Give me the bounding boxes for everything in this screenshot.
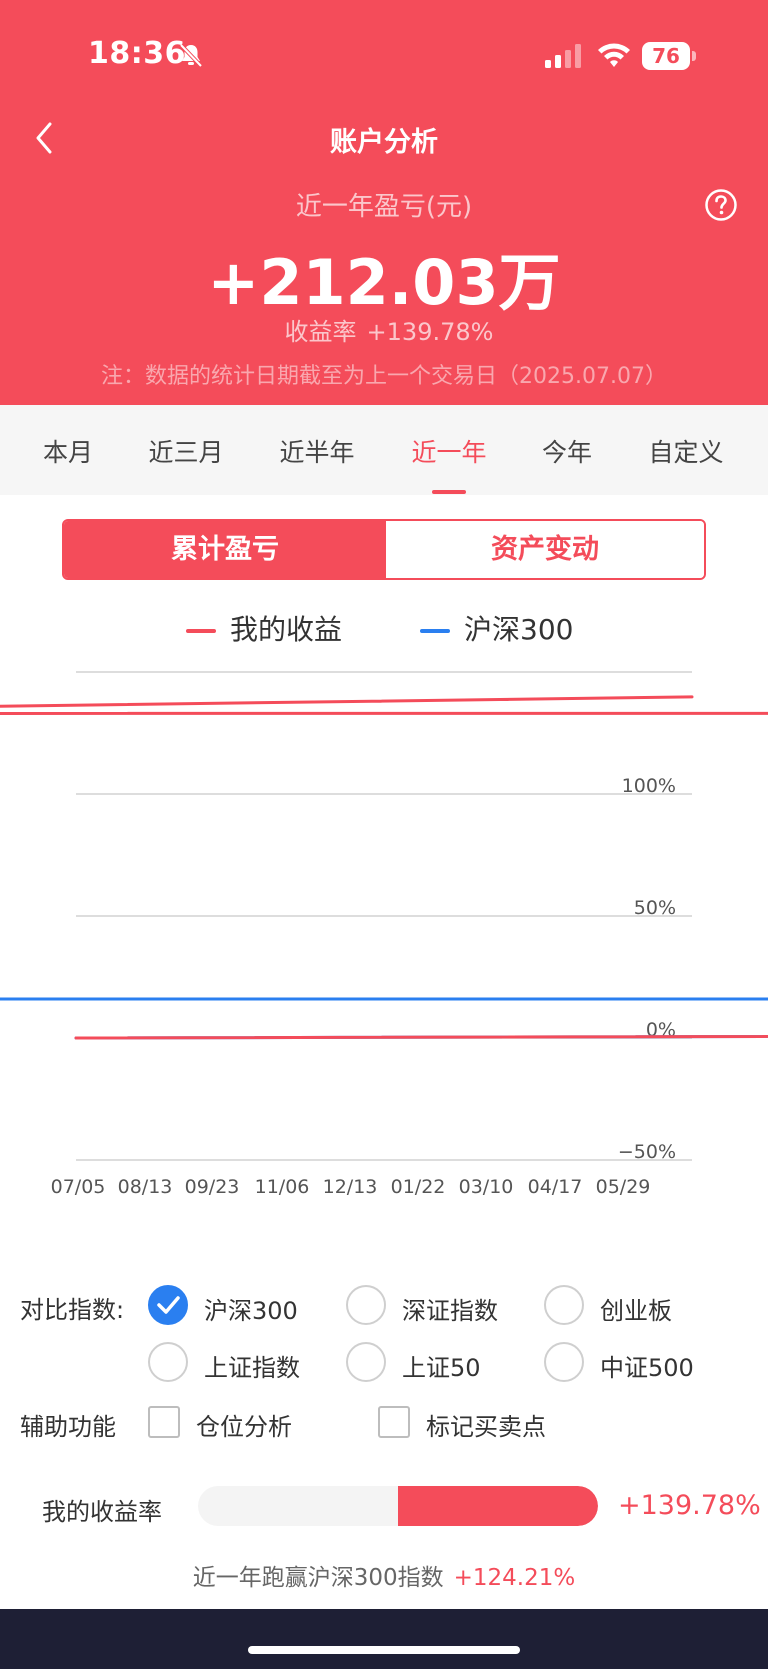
radio-circle-hs300[interactable] <box>148 1285 188 1325</box>
segment-cumulative-pnl[interactable]: 累计盈亏 <box>64 521 386 578</box>
beat-benchmark-line: 近一年跑赢沪深300指数 +124.21% <box>0 1558 768 1592</box>
compare-label: 对比指数: <box>20 1296 125 1324</box>
battery-cap <box>692 51 696 61</box>
tab-one-year[interactable]: 近一年 <box>411 438 487 467</box>
x-tick-label: 03/10 <box>459 1176 514 1198</box>
chevron-left-icon[interactable] <box>30 118 60 158</box>
wifi-icon <box>598 43 630 67</box>
checkmark-icon <box>157 1296 180 1314</box>
checkbox-box-mark-trades[interactable] <box>378 1406 410 1438</box>
radio-label-csi500: 中证500 <box>600 1354 694 1382</box>
chart-grid <box>76 671 692 1161</box>
x-tick-label: 05/29 <box>596 1176 651 1198</box>
legend-item-benchmark[interactable]: 沪深300 <box>420 608 573 648</box>
aux-label: 辅助功能 <box>20 1413 116 1441</box>
y-tick-label: 50% <box>634 897 676 919</box>
y-tick-label: 100% <box>622 775 676 797</box>
x-tick-label: 07/05 <box>51 1176 106 1198</box>
radio-circle-chinext[interactable] <box>544 1285 584 1325</box>
radio-circle-sse[interactable] <box>148 1342 188 1382</box>
bell-slash-icon <box>179 43 203 68</box>
radio-circle-csi500[interactable] <box>544 1342 584 1382</box>
series-line-my-return <box>0 695 768 1040</box>
legend-swatch-benchmark <box>420 629 450 633</box>
active-tab-indicator <box>432 490 466 494</box>
view-segmented-control: 累计盈亏 资产变动 <box>62 519 706 580</box>
x-tick-label: 04/17 <box>528 1176 583 1198</box>
tab-three-months[interactable]: 近三月 <box>148 438 224 467</box>
battery-level: 76 <box>642 42 690 70</box>
x-tick-label: 08/13 <box>118 1176 173 1198</box>
radio-label-hs300: 沪深300 <box>204 1297 298 1325</box>
segment-asset-change[interactable]: 资产变动 <box>386 521 704 578</box>
radio-label-szse: 深证指数 <box>402 1297 498 1325</box>
summary-rate: 收益率 +139.78% <box>0 312 768 347</box>
chart-y-ticks: 100%50%0%−50% <box>618 775 676 1163</box>
summary-rate-label: 收益率 <box>284 318 357 346</box>
radio-circle-szse[interactable] <box>346 1285 386 1325</box>
beat-benchmark-value: +124.21% <box>453 1565 576 1591</box>
my-rate-label: 我的收益率 <box>42 1498 162 1526</box>
summary-label: 近一年盈亏(元) <box>295 192 473 222</box>
my-rate-bar <box>198 1486 598 1526</box>
tab-this-year[interactable]: 今年 <box>541 438 592 467</box>
x-tick-label: 09/23 <box>185 1176 240 1198</box>
y-tick-label: −50% <box>618 1141 676 1163</box>
checkbox-label-position-analysis: 仓位分析 <box>196 1413 292 1441</box>
chart-series <box>0 695 768 1040</box>
chart-legend: 我的收益 沪深300 <box>0 608 768 648</box>
nav-bar: 账户分析 <box>0 110 768 166</box>
my-rate-bar-fill <box>398 1486 598 1526</box>
checkbox-label-mark-trades: 标记买卖点 <box>426 1413 546 1441</box>
cellular-signal-icon <box>545 44 581 68</box>
status-bar: 18:36 76 <box>0 0 768 110</box>
checkbox-box-position-analysis[interactable] <box>148 1406 180 1438</box>
legend-swatch-my-return <box>186 629 216 633</box>
legend-label-benchmark: 沪深300 <box>464 613 574 646</box>
period-tabs: 本月 近三月 近半年 近一年 今年 自定义 <box>0 405 768 495</box>
summary-rate-value: +139.78% <box>366 318 494 346</box>
beat-benchmark-text: 近一年跑赢沪深300指数 <box>192 1565 444 1591</box>
bottom-bar <box>0 1609 768 1669</box>
radio-circle-sse50[interactable] <box>346 1342 386 1382</box>
tab-half-year[interactable]: 近半年 <box>279 438 355 467</box>
series-line-benchmark <box>0 997 768 1040</box>
home-indicator[interactable] <box>248 1646 520 1654</box>
battery-indicator: 76 <box>642 42 696 70</box>
summary-amount: +212.03万 <box>207 246 561 319</box>
summary-note: 注：数据的统计日期截至为上一个交易日（2025.07.07） <box>101 364 667 389</box>
profit-chart[interactable]: 100%50%0%−50% 07/05 08/13 09/23 11/06 12/13 0… <box>0 650 768 1210</box>
chart-x-ticks: 07/05 08/13 09/23 11/06 12/13 01/22 03/10 04/17… <box>51 1176 651 1198</box>
x-tick-label: 01/22 <box>391 1176 446 1198</box>
legend-label-my-return: 我的收益 <box>230 613 343 646</box>
header: 18:36 76 账户分析 近一年盈亏(元) <box>0 0 768 405</box>
x-tick-label: 12/13 <box>323 1176 378 1198</box>
tab-custom[interactable]: 自定义 <box>648 438 724 467</box>
help-icon[interactable] <box>704 188 738 222</box>
radio-label-sse: 上证指数 <box>204 1354 300 1382</box>
my-rate-value: +139.78% <box>618 1490 761 1521</box>
x-tick-label: 11/06 <box>255 1176 310 1198</box>
page-title: 账户分析 <box>330 127 438 158</box>
tab-this-month[interactable]: 本月 <box>42 438 93 467</box>
radio-label-chinext: 创业板 <box>600 1297 672 1325</box>
radio-label-sse50: 上证50 <box>402 1354 481 1382</box>
legend-item-my-return[interactable]: 我的收益 <box>186 608 342 648</box>
status-time: 18:36 <box>88 36 186 71</box>
